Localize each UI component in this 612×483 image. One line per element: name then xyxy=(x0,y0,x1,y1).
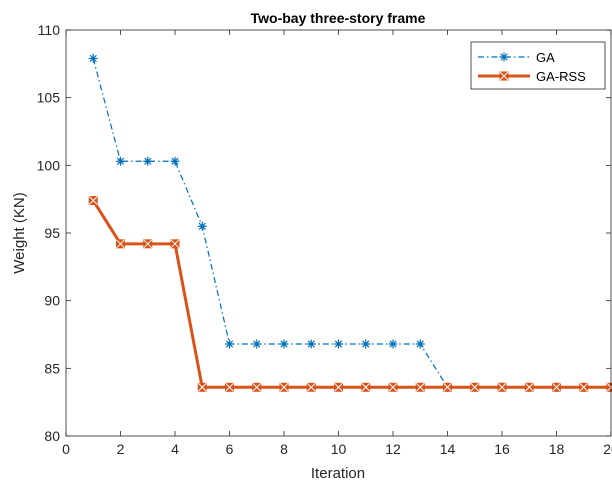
legend: GA GA-RSS xyxy=(470,41,606,90)
data-point-ga-rss xyxy=(524,382,534,392)
plot-area xyxy=(66,30,611,436)
y-tick-label: 100 xyxy=(37,157,61,173)
x-axis-label: Iteration xyxy=(311,465,365,482)
data-point-ga xyxy=(415,339,425,349)
data-point-ga-rss xyxy=(552,382,561,392)
legend-marker-ga xyxy=(499,52,509,62)
data-point-ga-rss xyxy=(415,382,425,392)
series-line-ga-rss xyxy=(91,199,611,389)
legend-box xyxy=(470,41,606,90)
x-tick-label: 2 xyxy=(117,441,125,457)
x-tick-label: 6 xyxy=(226,441,234,457)
data-point-ga-rss xyxy=(443,382,452,392)
x-tick-label: 16 xyxy=(494,441,510,457)
y-tick-label: 105 xyxy=(37,90,61,106)
data-point-ga-rss xyxy=(306,382,316,392)
legend-label-ga: GA xyxy=(536,50,555,65)
data-point-ga xyxy=(388,339,398,349)
x-tick-label: 14 xyxy=(440,441,456,457)
data-point-ga xyxy=(88,53,98,63)
data-point-ga xyxy=(116,156,125,166)
data-point-ga-rss xyxy=(579,382,589,392)
data-point-ga-rss xyxy=(197,382,207,392)
x-tick-label: 12 xyxy=(385,441,401,457)
data-point-ga xyxy=(252,339,262,349)
legend-symbol-ga xyxy=(499,52,509,62)
data-point-ga xyxy=(197,221,207,231)
data-point-ga xyxy=(306,339,316,349)
x-tick-label: 20 xyxy=(603,441,612,457)
series-layer xyxy=(88,53,612,392)
data-point-ga-rss xyxy=(334,382,343,392)
chart-title: Two-bay three-story frame xyxy=(251,10,426,26)
x-tick-label: 0 xyxy=(62,441,70,457)
legend-label-ga-rss: GA-RSS xyxy=(536,69,586,84)
series-ga-rss xyxy=(88,196,612,392)
data-point-ga-rss xyxy=(225,382,234,392)
y-tick-label: 110 xyxy=(38,22,61,38)
x-tick-label: 10 xyxy=(331,441,347,457)
y-tick-label: 80 xyxy=(44,428,60,444)
data-point-ga xyxy=(225,339,234,349)
axes-layer: 0 2 4 6 8 10 12 14 16 18 20 80 85 90 95 100 105 110 xyxy=(37,22,612,457)
data-point-ga-rss xyxy=(279,382,289,392)
x-tick-label: 8 xyxy=(280,441,288,457)
x-tick-label: 4 xyxy=(171,441,179,457)
data-point-ga-rss xyxy=(116,239,125,249)
data-point-ga-rss xyxy=(170,239,180,249)
data-point-ga-rss xyxy=(143,239,153,249)
data-point-ga-rss xyxy=(88,196,98,206)
data-point-ga-rss xyxy=(388,382,398,392)
y-axis-label: Weight (KN) xyxy=(11,192,28,273)
y-tick-label: 85 xyxy=(44,360,60,376)
legend-symbol-ga-rss xyxy=(499,71,509,81)
data-point-ga xyxy=(143,156,153,166)
data-point-ga xyxy=(361,339,371,349)
y-tick-label: 95 xyxy=(44,225,60,241)
y-tick-label: 90 xyxy=(44,293,60,309)
data-point-ga xyxy=(334,339,343,349)
data-point-ga-rss xyxy=(361,382,371,392)
data-point-ga-rss xyxy=(497,382,507,392)
legend-marker-ga-rss xyxy=(499,71,509,81)
x-tick-label: 18 xyxy=(549,441,565,457)
data-point-ga-rss xyxy=(252,382,262,392)
data-point-ga xyxy=(279,339,289,349)
data-point-ga xyxy=(170,156,180,166)
data-point-ga-rss xyxy=(470,382,480,392)
